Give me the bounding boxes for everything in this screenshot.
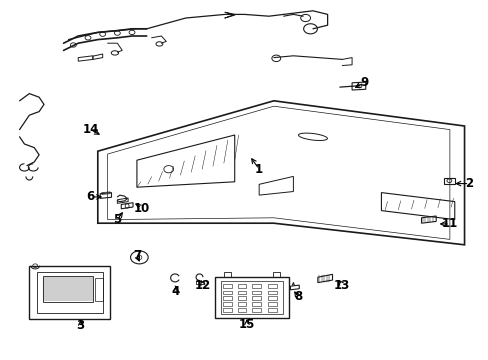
- Bar: [268, 302, 277, 306]
- Bar: [268, 291, 277, 294]
- Bar: [223, 291, 231, 294]
- Text: 15: 15: [238, 318, 255, 331]
- Text: 11: 11: [441, 217, 457, 230]
- Bar: [252, 308, 261, 312]
- Bar: [223, 296, 231, 300]
- Text: 9: 9: [360, 76, 367, 89]
- Text: 6: 6: [86, 190, 94, 203]
- Bar: [252, 302, 261, 306]
- Text: 1: 1: [255, 163, 263, 176]
- Bar: [237, 296, 246, 300]
- Bar: [223, 284, 231, 288]
- Bar: [237, 291, 246, 294]
- Bar: [268, 296, 277, 300]
- Text: 3: 3: [77, 319, 84, 332]
- Text: 7: 7: [133, 249, 141, 262]
- Bar: [237, 302, 246, 306]
- Text: 12: 12: [194, 279, 211, 292]
- Text: 5: 5: [113, 213, 121, 226]
- Bar: [252, 296, 261, 300]
- Text: 2: 2: [465, 177, 472, 190]
- Text: 10: 10: [133, 202, 150, 215]
- Bar: [237, 284, 246, 288]
- Bar: [223, 302, 231, 306]
- Text: 4: 4: [172, 285, 180, 298]
- Text: 8: 8: [294, 291, 302, 303]
- Bar: [252, 284, 261, 288]
- Text: 14: 14: [82, 123, 99, 136]
- Bar: [223, 308, 231, 312]
- Bar: [268, 284, 277, 288]
- Bar: [237, 308, 246, 312]
- Bar: [268, 308, 277, 312]
- Text: 13: 13: [333, 279, 350, 292]
- Bar: [252, 291, 261, 294]
